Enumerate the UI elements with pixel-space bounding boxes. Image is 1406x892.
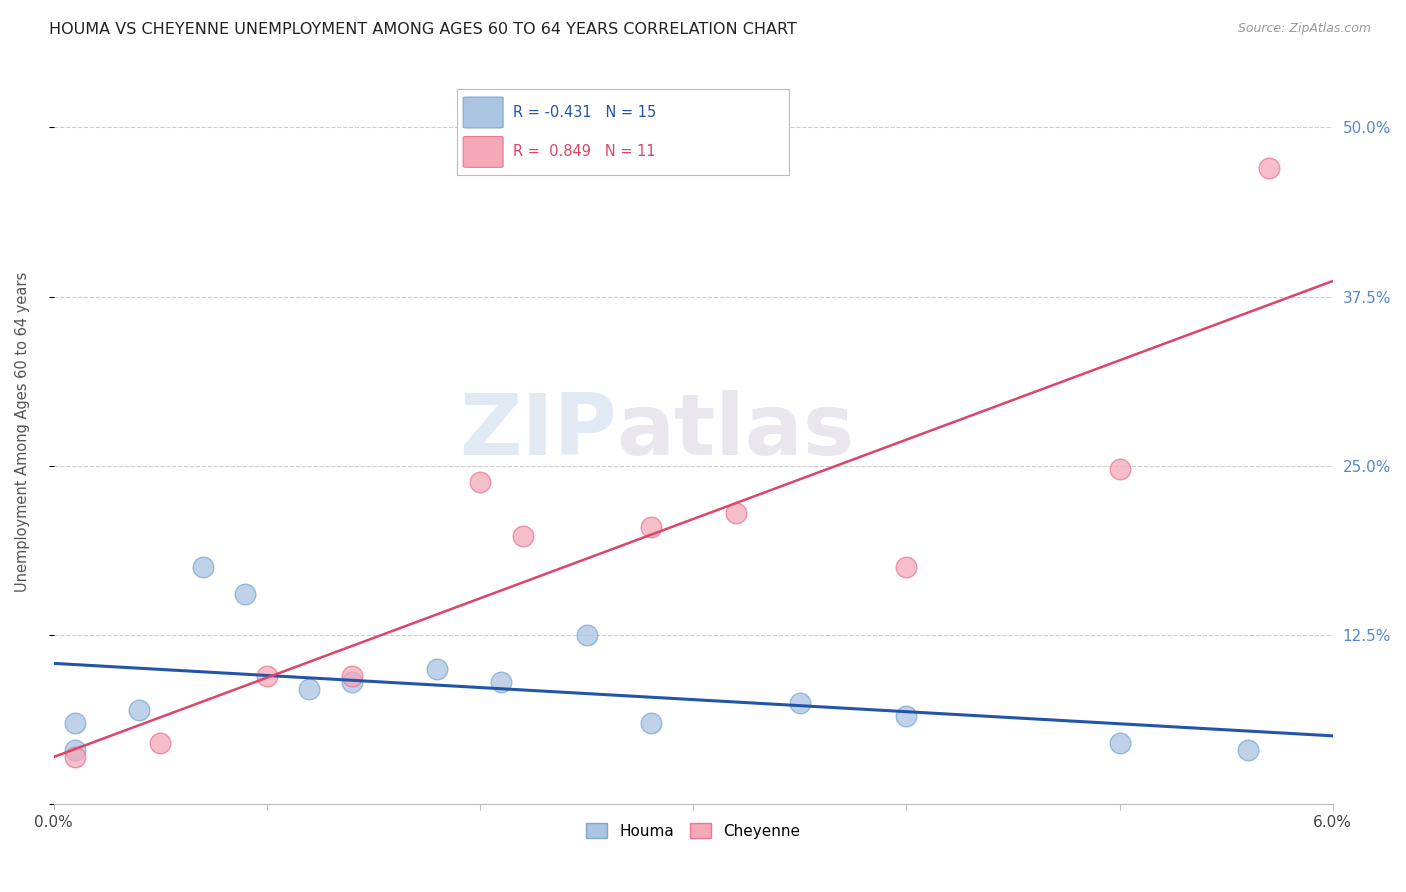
Point [789, 696, 811, 710]
Point [1236, 743, 1258, 757]
Point [340, 675, 363, 690]
Point [640, 716, 662, 731]
Point [63, 750, 86, 764]
Point [468, 475, 491, 489]
Point [235, 587, 257, 601]
Point [426, 662, 449, 676]
Point [575, 628, 598, 642]
Point [491, 675, 513, 690]
Text: ZIP: ZIP [458, 391, 616, 474]
Point [340, 668, 363, 682]
Text: atlas: atlas [616, 391, 855, 474]
Point [1257, 161, 1279, 175]
Point [1108, 461, 1130, 475]
Point [640, 520, 662, 534]
Point [512, 529, 534, 543]
Point [1108, 736, 1130, 750]
Y-axis label: Unemployment Among Ages 60 to 64 years: Unemployment Among Ages 60 to 64 years [15, 272, 30, 592]
Point [896, 560, 918, 574]
Text: HOUMA VS CHEYENNE UNEMPLOYMENT AMONG AGES 60 TO 64 YEARS CORRELATION CHART: HOUMA VS CHEYENNE UNEMPLOYMENT AMONG AGE… [49, 22, 797, 37]
Text: Source: ZipAtlas.com: Source: ZipAtlas.com [1237, 22, 1371, 36]
Point [128, 702, 150, 716]
Point [191, 560, 214, 574]
Point [256, 668, 278, 682]
Point [63, 743, 86, 757]
Point [298, 682, 321, 697]
Point [63, 716, 86, 731]
Point [149, 736, 172, 750]
Legend: Houma, Cheyenne: Houma, Cheyenne [579, 817, 807, 845]
Point [724, 506, 747, 520]
Point [896, 709, 918, 723]
